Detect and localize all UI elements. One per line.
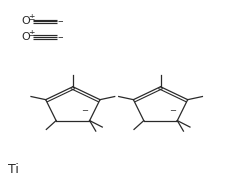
Text: –: – [57,32,62,42]
Text: −: − [169,106,176,115]
Text: Ti: Ti [8,163,19,176]
Text: O: O [21,32,30,42]
Text: –: – [57,16,62,26]
Text: −: − [82,106,88,115]
Text: ±: ± [28,29,35,38]
Text: ±: ± [28,14,35,22]
Text: O: O [21,16,30,26]
